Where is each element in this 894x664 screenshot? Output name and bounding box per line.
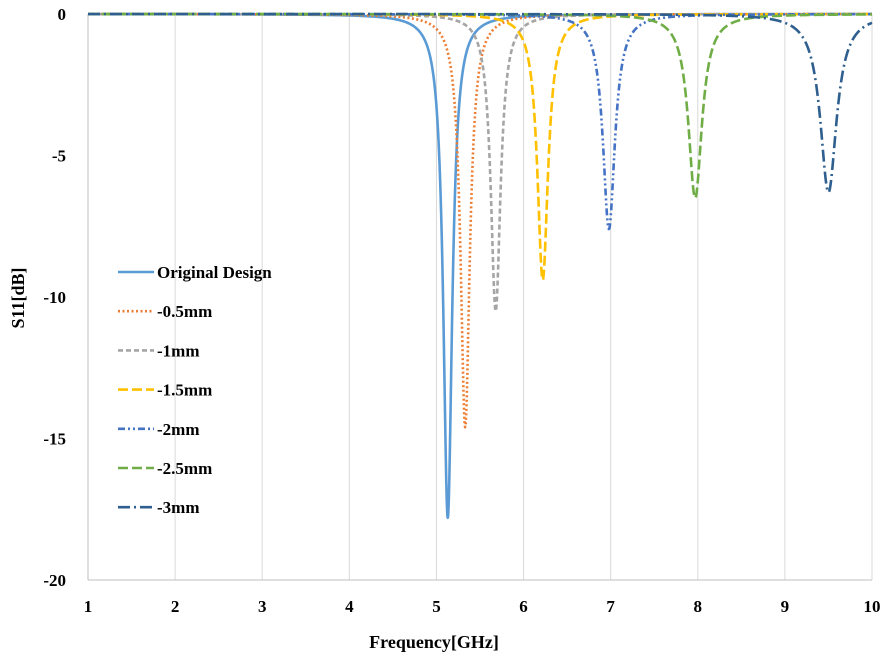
x-tick-labels: 1 2 3 4 5 6 7 8 9 10 bbox=[84, 597, 881, 616]
series-line bbox=[88, 12, 872, 282]
legend-label: -1mm bbox=[157, 341, 199, 360]
x-tick-label: 8 bbox=[694, 597, 703, 616]
legend-label: -2mm bbox=[157, 420, 199, 439]
legend-label: -0.5mm bbox=[157, 302, 212, 321]
x-tick-label: 10 bbox=[864, 597, 881, 616]
x-tick-label: 5 bbox=[432, 597, 441, 616]
y-tick-label: -20 bbox=[43, 571, 66, 590]
y-tick-label: -10 bbox=[43, 288, 66, 307]
y-tick-label: -5 bbox=[52, 147, 66, 166]
legend-label: -1.5mm bbox=[157, 381, 212, 400]
x-tick-label: 3 bbox=[258, 597, 267, 616]
x-tick-label: 9 bbox=[781, 597, 790, 616]
series-line bbox=[88, 12, 873, 200]
x-tick-label: 1 bbox=[84, 597, 93, 616]
series-line bbox=[88, 12, 872, 231]
y-tick-labels: 0 -5 -10 -15 -20 bbox=[43, 5, 66, 590]
legend-label: Original Design bbox=[157, 263, 272, 282]
y-tick-label: -15 bbox=[43, 430, 66, 449]
y-tick-label: 0 bbox=[58, 5, 67, 24]
legend-label: -2.5mm bbox=[157, 459, 212, 478]
grid-lines bbox=[174, 14, 873, 580]
x-tick-label: 7 bbox=[606, 597, 615, 616]
series-line bbox=[88, 12, 873, 194]
x-tick-label: 6 bbox=[519, 597, 528, 616]
x-tick-label: 4 bbox=[345, 597, 354, 616]
y-axis-title: S11[dB] bbox=[8, 267, 28, 328]
legend-label: -3mm bbox=[157, 498, 199, 517]
x-axis-title: Frequency[GHz] bbox=[369, 632, 499, 652]
series-line bbox=[88, 12, 872, 429]
x-tick-label: 2 bbox=[171, 597, 180, 616]
series-lines bbox=[88, 12, 873, 520]
legend: Original Design -0.5mm -1mm -1.5mm -2mm -2.5m… bbox=[118, 263, 272, 517]
